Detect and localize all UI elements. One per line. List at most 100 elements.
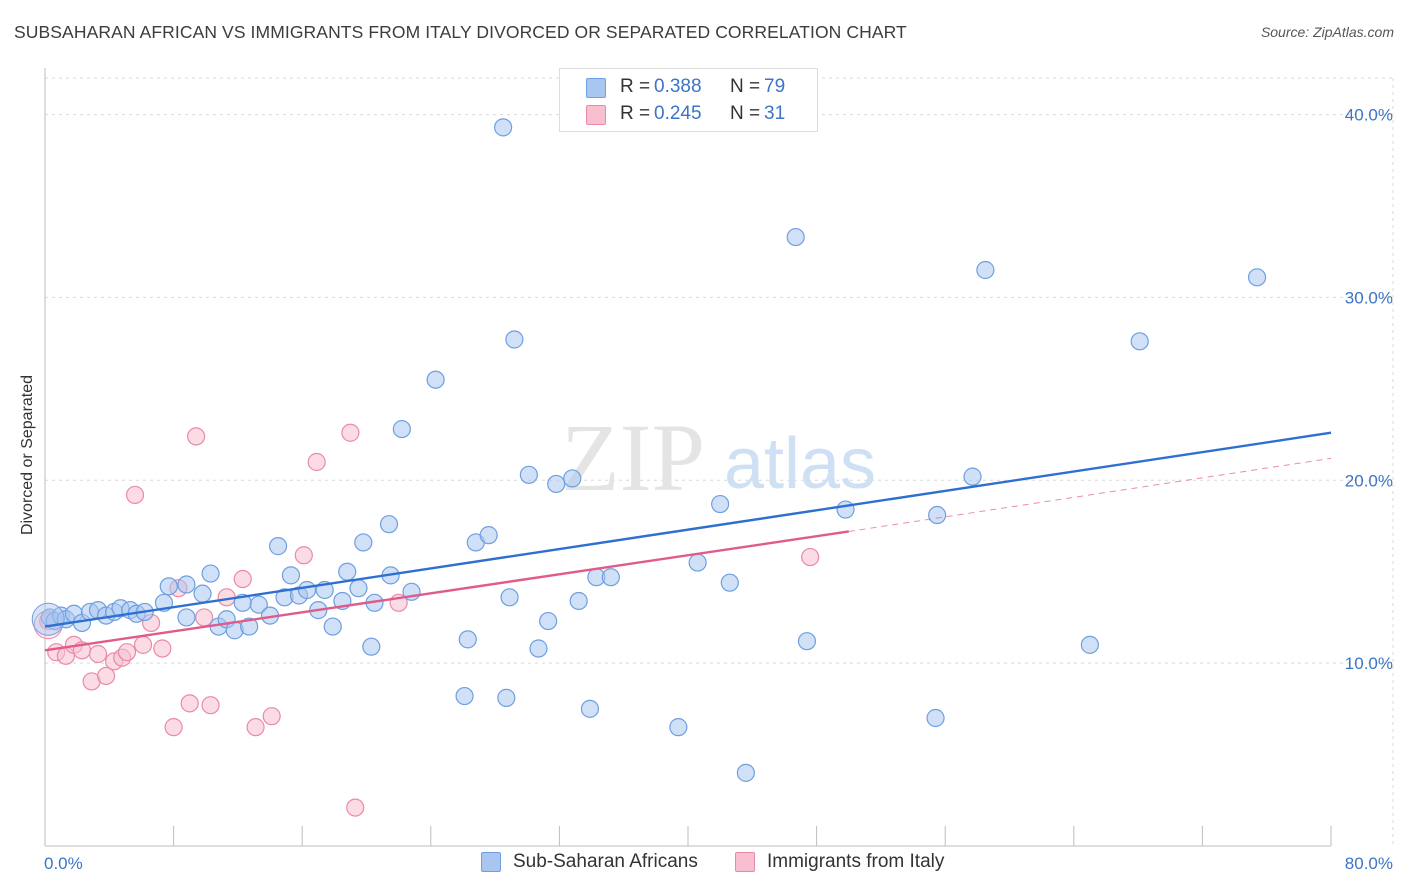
data-point-italy — [117, 643, 137, 662]
data-point-ssa — [519, 465, 538, 484]
data-point-ssa — [268, 537, 288, 556]
data-point-ssa — [601, 568, 620, 587]
data-point-ssa — [963, 467, 982, 486]
data-point-ssa — [494, 118, 513, 137]
y-tick-label: 30.0% — [1345, 288, 1393, 307]
data-point-ssa — [580, 699, 600, 718]
data-point-ssa — [505, 330, 524, 349]
legend-row-ssa: R = 0.388 N = 79 — [586, 75, 785, 99]
data-point-ssa — [240, 617, 259, 636]
data-point-ssa — [379, 515, 399, 534]
data-point-ssa — [786, 227, 805, 247]
trend-line-italy-extrapolated — [848, 457, 1332, 532]
data-point-ssa — [159, 577, 178, 596]
data-point-italy — [88, 644, 108, 664]
data-point-ssa — [529, 639, 548, 658]
watermark: ZIP atlas — [561, 404, 876, 511]
watermark-atlas: atlas — [724, 424, 876, 504]
bottom-legend-ssa[interactable]: Sub-Saharan Africans — [481, 851, 698, 873]
data-point-italy — [262, 707, 281, 726]
legend-swatch-italy — [586, 105, 606, 125]
correlation-legend: R = 0.388 N = 79 R = 0.245 N = 31 — [559, 68, 818, 132]
data-point-ssa — [426, 370, 445, 389]
data-point-ssa — [928, 505, 947, 525]
data-point-ssa — [563, 469, 582, 488]
series-sub-saharan-africans — [31, 118, 1267, 782]
bottom-legend-swatch-italy — [735, 852, 755, 872]
legend-row-italy: R = 0.245 N = 31 — [586, 102, 785, 126]
data-point-ssa — [201, 564, 220, 583]
data-point-italy — [294, 546, 313, 565]
data-point-ssa — [177, 575, 196, 594]
data-point-italy — [201, 696, 220, 715]
bottom-legend-label-ssa: Sub-Saharan Africans — [513, 851, 698, 872]
legend-n-value: 31 — [764, 103, 786, 124]
chart-source: Source: ZipAtlas.com — [1260, 24, 1394, 40]
data-point-ssa — [479, 526, 498, 545]
data-point-italy — [341, 423, 360, 442]
data-point-italy — [307, 452, 326, 472]
data-point-ssa — [836, 500, 855, 519]
trend-lines — [44, 431, 1332, 652]
data-point-ssa — [688, 553, 707, 572]
data-point-ssa — [926, 708, 945, 728]
data-point-ssa — [797, 632, 817, 651]
legend-r-label: R = — [620, 103, 651, 124]
data-point-ssa — [249, 595, 268, 614]
data-point-ssa — [297, 580, 317, 600]
bottom-legend-italy[interactable]: Immigrants from Italy — [735, 851, 944, 873]
legend-r-value: 0.245 — [654, 103, 702, 124]
legend-n-label: N = — [730, 103, 761, 124]
data-point-ssa — [736, 763, 755, 782]
data-point-ssa — [193, 584, 212, 603]
x-tick-label-min: 0.0% — [44, 854, 83, 873]
trend-line-ssa — [44, 431, 1332, 628]
data-point-ssa — [711, 494, 730, 514]
data-point-ssa — [362, 637, 381, 656]
y-tick-label: 20.0% — [1345, 471, 1393, 490]
data-point-ssa — [547, 474, 566, 494]
data-point-ssa — [458, 630, 477, 649]
trend-line-italy — [44, 530, 849, 652]
data-point-ssa — [338, 562, 357, 581]
data-point-ssa — [539, 611, 558, 631]
data-point-italy — [125, 485, 145, 505]
data-point-italy — [801, 547, 820, 567]
data-point-ssa — [500, 588, 519, 607]
data-point-ssa — [323, 617, 342, 636]
data-point-ssa — [1080, 635, 1099, 654]
data-point-ssa — [720, 573, 739, 592]
data-point-ssa — [349, 579, 368, 598]
legend-r-value: 0.388 — [654, 76, 702, 97]
data-point-ssa — [497, 688, 516, 707]
data-point-italy — [187, 427, 206, 446]
data-point-ssa — [392, 419, 411, 439]
data-point-italy — [133, 635, 153, 654]
data-point-italy — [153, 639, 172, 658]
data-point-italy — [346, 798, 365, 817]
y-tick-label: 10.0% — [1345, 654, 1393, 673]
y-tick-label: 40.0% — [1345, 106, 1393, 125]
data-point-ssa — [177, 608, 196, 627]
axes — [44, 68, 1332, 847]
watermark-zip: ZIP — [561, 404, 705, 511]
bottom-legend-swatch-ssa — [481, 852, 501, 872]
data-point-italy — [164, 718, 183, 737]
data-point-italy — [180, 694, 199, 713]
data-point-ssa — [281, 566, 301, 585]
data-point-ssa — [669, 718, 688, 737]
data-point-italy — [246, 718, 265, 737]
data-point-italy — [233, 569, 252, 589]
data-point-ssa — [569, 591, 588, 611]
data-point-ssa-cluster — [31, 602, 65, 636]
data-point-ssa — [1130, 332, 1149, 351]
legend-n-label: N = — [730, 76, 761, 97]
data-point-ssa — [976, 260, 995, 280]
legend-n-value: 79 — [764, 76, 786, 97]
tick-labels: 10.0% 20.0% 30.0% 40.0% 0.0% 80.0% — [44, 106, 1393, 873]
data-point-ssa — [354, 533, 373, 552]
bottom-legend-label-italy: Immigrants from Italy — [767, 851, 945, 872]
data-point-ssa — [1247, 268, 1267, 287]
data-point-italy — [96, 666, 116, 686]
